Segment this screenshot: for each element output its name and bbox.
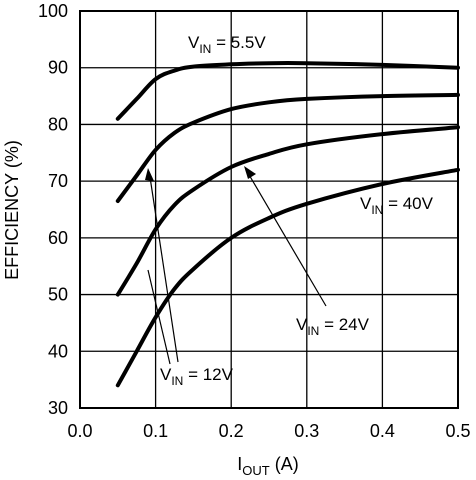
x-tick-label: 0.5 <box>445 421 470 441</box>
arrow-12v-to-12v-curve <box>149 176 179 363</box>
x-tick-label: 0.4 <box>370 421 395 441</box>
plot-frame <box>79 10 459 409</box>
x-axis-title: IOUT (A) <box>237 454 298 478</box>
series-layer <box>115 61 460 388</box>
x-tick-labels: 0.0 0.1 0.2 0.3 0.4 0.5 <box>67 421 470 441</box>
y-tick-label: 40 <box>48 341 68 361</box>
series-line-vin-40v <box>115 167 460 388</box>
arrow-24v-line <box>247 172 327 307</box>
annotation-vin-24v: VIN = 24V <box>296 315 370 338</box>
series-line-vin-24v <box>115 125 460 297</box>
y-tick-label: 80 <box>48 114 68 134</box>
y-tick-label: 60 <box>48 228 68 248</box>
y-axis-title: EFFICIENCY (%) <box>2 140 22 280</box>
x-axis-title-main: I <box>237 454 242 474</box>
annotation-vin-5-5v: VIN = 5.5V <box>188 33 266 56</box>
x-tick-label: 0.3 <box>294 421 319 441</box>
y-tick-label: 90 <box>48 58 68 78</box>
x-axis-title-suffix: (A) <box>270 454 299 474</box>
annotation-vin-40v: VIN = 40V <box>360 194 434 217</box>
x-axis-title-sub: OUT <box>242 463 270 478</box>
arrow-12v-to-24v-curve <box>147 269 171 365</box>
x-tick-label: 0.0 <box>67 421 92 441</box>
arrow-24v-head <box>244 166 256 179</box>
y-tick-label: 100 <box>38 1 68 21</box>
series-line-vin-5-5v <box>115 61 460 121</box>
annotation-vin-12v: VIN = 12V <box>160 365 234 388</box>
series-line-vin-12v <box>115 92 460 203</box>
x-tick-label: 0.1 <box>143 421 168 441</box>
y-tick-label: 30 <box>48 398 68 418</box>
x-tick-label: 0.2 <box>219 421 244 441</box>
arrow-12v-head <box>145 168 154 181</box>
y-tick-labels: 30 40 50 60 70 80 90 100 <box>38 1 68 418</box>
y-tick-label: 70 <box>48 171 68 191</box>
y-tick-label: 50 <box>48 285 68 305</box>
